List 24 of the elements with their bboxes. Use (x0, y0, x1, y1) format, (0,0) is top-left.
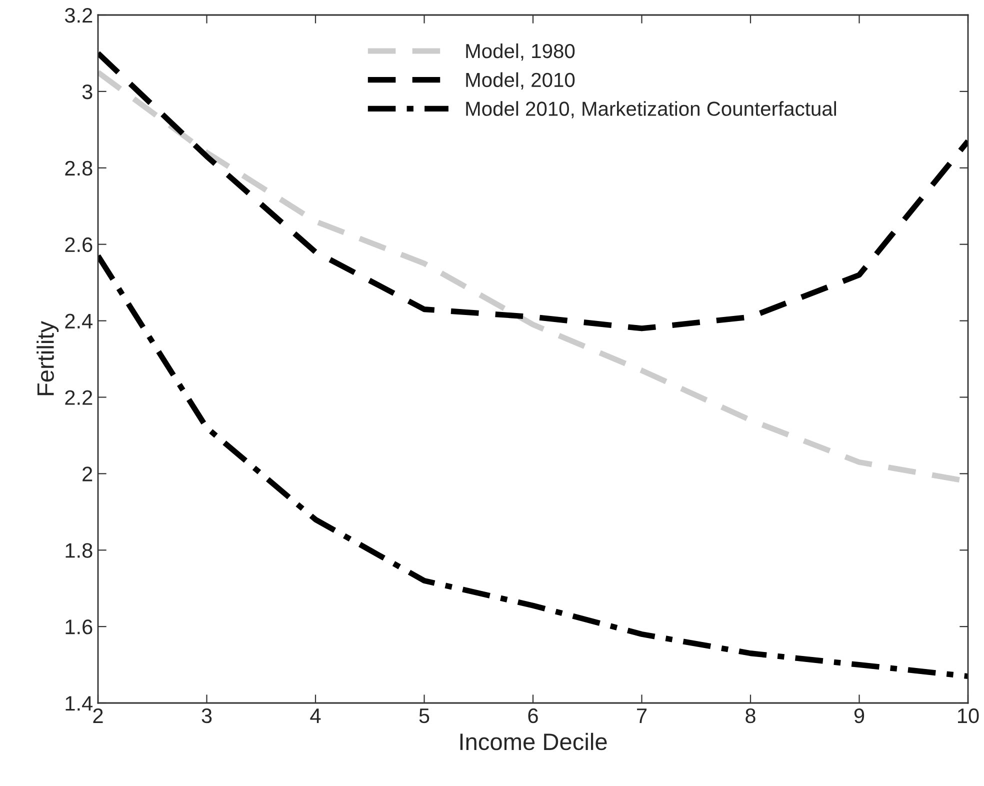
legend-label: Model, 1980 (466, 43, 575, 61)
x-tick-label: 9 (854, 708, 864, 724)
legend-label: Model 2010, Marketization Counterfactual (466, 101, 836, 118)
x-tick-label: 7 (637, 708, 646, 723)
x-tick-label: 6 (528, 708, 538, 724)
y-tick-label: 2.4 (65, 314, 93, 328)
x-tick-label: 5 (419, 708, 430, 724)
y-tick-label: 2.8 (65, 160, 92, 176)
x-tick-label: 2 (93, 708, 103, 723)
y-tick-label: 2 (82, 466, 92, 482)
y-tick-label: 1.6 (66, 620, 92, 634)
y-tick-label: 1.8 (66, 543, 92, 558)
y-tick-label: 2.2 (65, 390, 92, 405)
y-tick-label: 3 (82, 84, 92, 100)
x-tick-label: 8 (746, 708, 756, 724)
y-tick-label: 1.4 (66, 696, 93, 711)
x-tick-label: 4 (310, 708, 321, 723)
x-tick-label: 10 (958, 708, 979, 724)
x-tick-label: 3 (202, 708, 212, 724)
y-tick-label: 3.2 (64, 8, 92, 23)
x-axis-title: Income Decile (460, 732, 607, 750)
y-axis-title: Fertility (36, 321, 59, 396)
y-tick-label: 2.6 (65, 237, 92, 252)
legend-label: Model, 2010 (466, 72, 575, 90)
